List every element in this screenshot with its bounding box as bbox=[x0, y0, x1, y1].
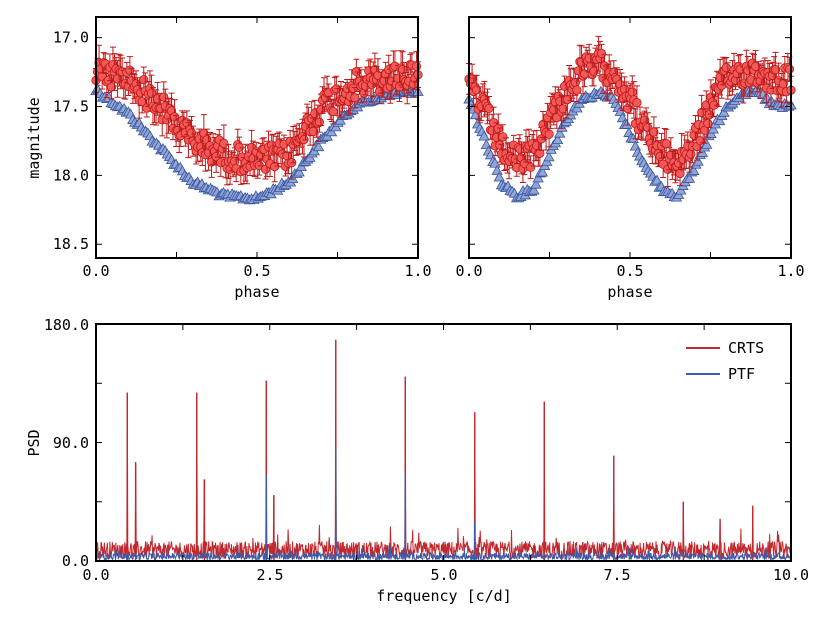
ptf-data-point bbox=[713, 115, 726, 126]
phase-plot-right: 0.0 0.5 1.0 phase bbox=[455, 16, 805, 301]
crts-data-point bbox=[270, 162, 280, 172]
crts-data-point bbox=[159, 92, 169, 102]
ptf-data-point bbox=[293, 166, 305, 177]
crts-psd-line bbox=[95, 339, 792, 560]
ptf-data-point bbox=[528, 184, 540, 195]
crts-data-point bbox=[661, 138, 671, 149]
crts-data-point bbox=[596, 48, 607, 59]
crts-data-point bbox=[784, 64, 795, 74]
ptf-data-point bbox=[530, 178, 542, 189]
ptf-data-point bbox=[489, 157, 501, 168]
phase-right-marks bbox=[463, 35, 797, 203]
phase-left-ticks bbox=[95, 17, 419, 258]
ptf-data-point bbox=[718, 106, 730, 117]
crts-data-point bbox=[498, 132, 508, 142]
ptf-data-point bbox=[707, 123, 719, 134]
legend-crts-label: CRTS bbox=[728, 339, 764, 357]
crts-data-point bbox=[770, 65, 781, 75]
ptf-data-point bbox=[532, 172, 544, 183]
crts-data-point bbox=[544, 129, 554, 139]
crts-data-point bbox=[675, 168, 685, 179]
psd-marks bbox=[95, 339, 792, 562]
crts-data-point bbox=[632, 97, 642, 108]
psd-xtick: 10.0 bbox=[773, 566, 809, 584]
crts-data-point bbox=[411, 61, 422, 71]
crts-data-point bbox=[314, 117, 324, 127]
crts-data-point bbox=[328, 106, 338, 117]
crts-data-point bbox=[219, 138, 229, 148]
crts-data-point bbox=[572, 85, 582, 95]
psd-ylabel: PSD bbox=[25, 429, 43, 456]
psd-plot: 0.0 2.5 5.0 7.5 10.0 0.0 90.0 180.0 freq… bbox=[25, 316, 809, 605]
psd-legend: CRTS PTF bbox=[686, 339, 764, 383]
phase-left-frame bbox=[95, 16, 419, 259]
magnitude-ylabel: magnitude bbox=[25, 97, 43, 178]
crts-data-point bbox=[703, 118, 713, 128]
phase-right-xlabel: phase bbox=[607, 283, 652, 301]
legend-ptf-label: PTF bbox=[728, 365, 755, 383]
crts-data-point bbox=[106, 82, 117, 92]
phase-left-xtick: 0.0 bbox=[82, 262, 109, 280]
psd-frame bbox=[95, 323, 792, 562]
crts-data-point bbox=[350, 93, 360, 103]
crts-data-point bbox=[526, 162, 536, 172]
crts-data-point bbox=[627, 87, 637, 97]
ptf-data-point bbox=[312, 141, 325, 152]
psd-xtick: 7.5 bbox=[603, 566, 630, 584]
ptf-data-point bbox=[286, 173, 299, 183]
crts-data-point bbox=[563, 94, 573, 105]
psd-xtick: 0.0 bbox=[82, 566, 109, 584]
psd-ytick: 0.0 bbox=[62, 552, 89, 570]
phase-left-xlabel: phase bbox=[234, 283, 279, 301]
psd-ytick: 180.0 bbox=[44, 316, 89, 334]
ptf-data-point bbox=[692, 155, 704, 166]
crts-data-point bbox=[484, 103, 494, 113]
ptf-data-point bbox=[551, 134, 564, 145]
ptf-data-point bbox=[616, 112, 629, 123]
crts-data-point bbox=[686, 149, 696, 159]
psd-ytick: 90.0 bbox=[53, 434, 89, 452]
phase-right-xtick: 1.0 bbox=[777, 262, 804, 280]
psd-xlabel: frequency [c/d] bbox=[376, 587, 511, 605]
phase-right-xtick: 0.0 bbox=[455, 262, 482, 280]
phase-plot-left: 0.0 0.5 1.0 17.0 17.5 18.0 18.5 phase ma… bbox=[25, 16, 432, 301]
phase-left-marks bbox=[90, 44, 424, 205]
phase-left-xtick: 1.0 bbox=[404, 262, 431, 280]
phase-left-xtick: 0.5 bbox=[243, 262, 270, 280]
ptf-data-point bbox=[651, 174, 663, 185]
ptf-data-point bbox=[554, 127, 566, 138]
crts-data-point bbox=[535, 148, 545, 158]
ptf-data-point bbox=[683, 172, 696, 183]
ptf-data-point bbox=[493, 171, 505, 182]
ptf-data-point bbox=[478, 130, 490, 141]
crts-data-point bbox=[139, 75, 149, 85]
psd-xtick: 2.5 bbox=[256, 566, 283, 584]
crts-data-point bbox=[721, 62, 731, 73]
phase-right-ticks bbox=[468, 17, 792, 258]
psd-xtick: 5.0 bbox=[430, 566, 457, 584]
phase-left-ytick: 18.0 bbox=[53, 166, 89, 184]
psd-ticks bbox=[95, 323, 792, 562]
ptf-data-point bbox=[621, 118, 633, 129]
phase-right-xtick: 0.5 bbox=[616, 262, 643, 280]
crts-data-point bbox=[495, 140, 505, 150]
phase-left-ytick: 18.5 bbox=[53, 235, 89, 253]
ptf-data-point bbox=[536, 166, 549, 177]
phase-left-ytick: 17.5 bbox=[53, 98, 89, 116]
ptf-data-point bbox=[543, 151, 555, 162]
ptf-data-point bbox=[325, 126, 338, 137]
ptf-data-point bbox=[701, 138, 713, 149]
crts-data-point bbox=[649, 127, 659, 137]
phase-left-ytick: 17.0 bbox=[53, 29, 89, 47]
